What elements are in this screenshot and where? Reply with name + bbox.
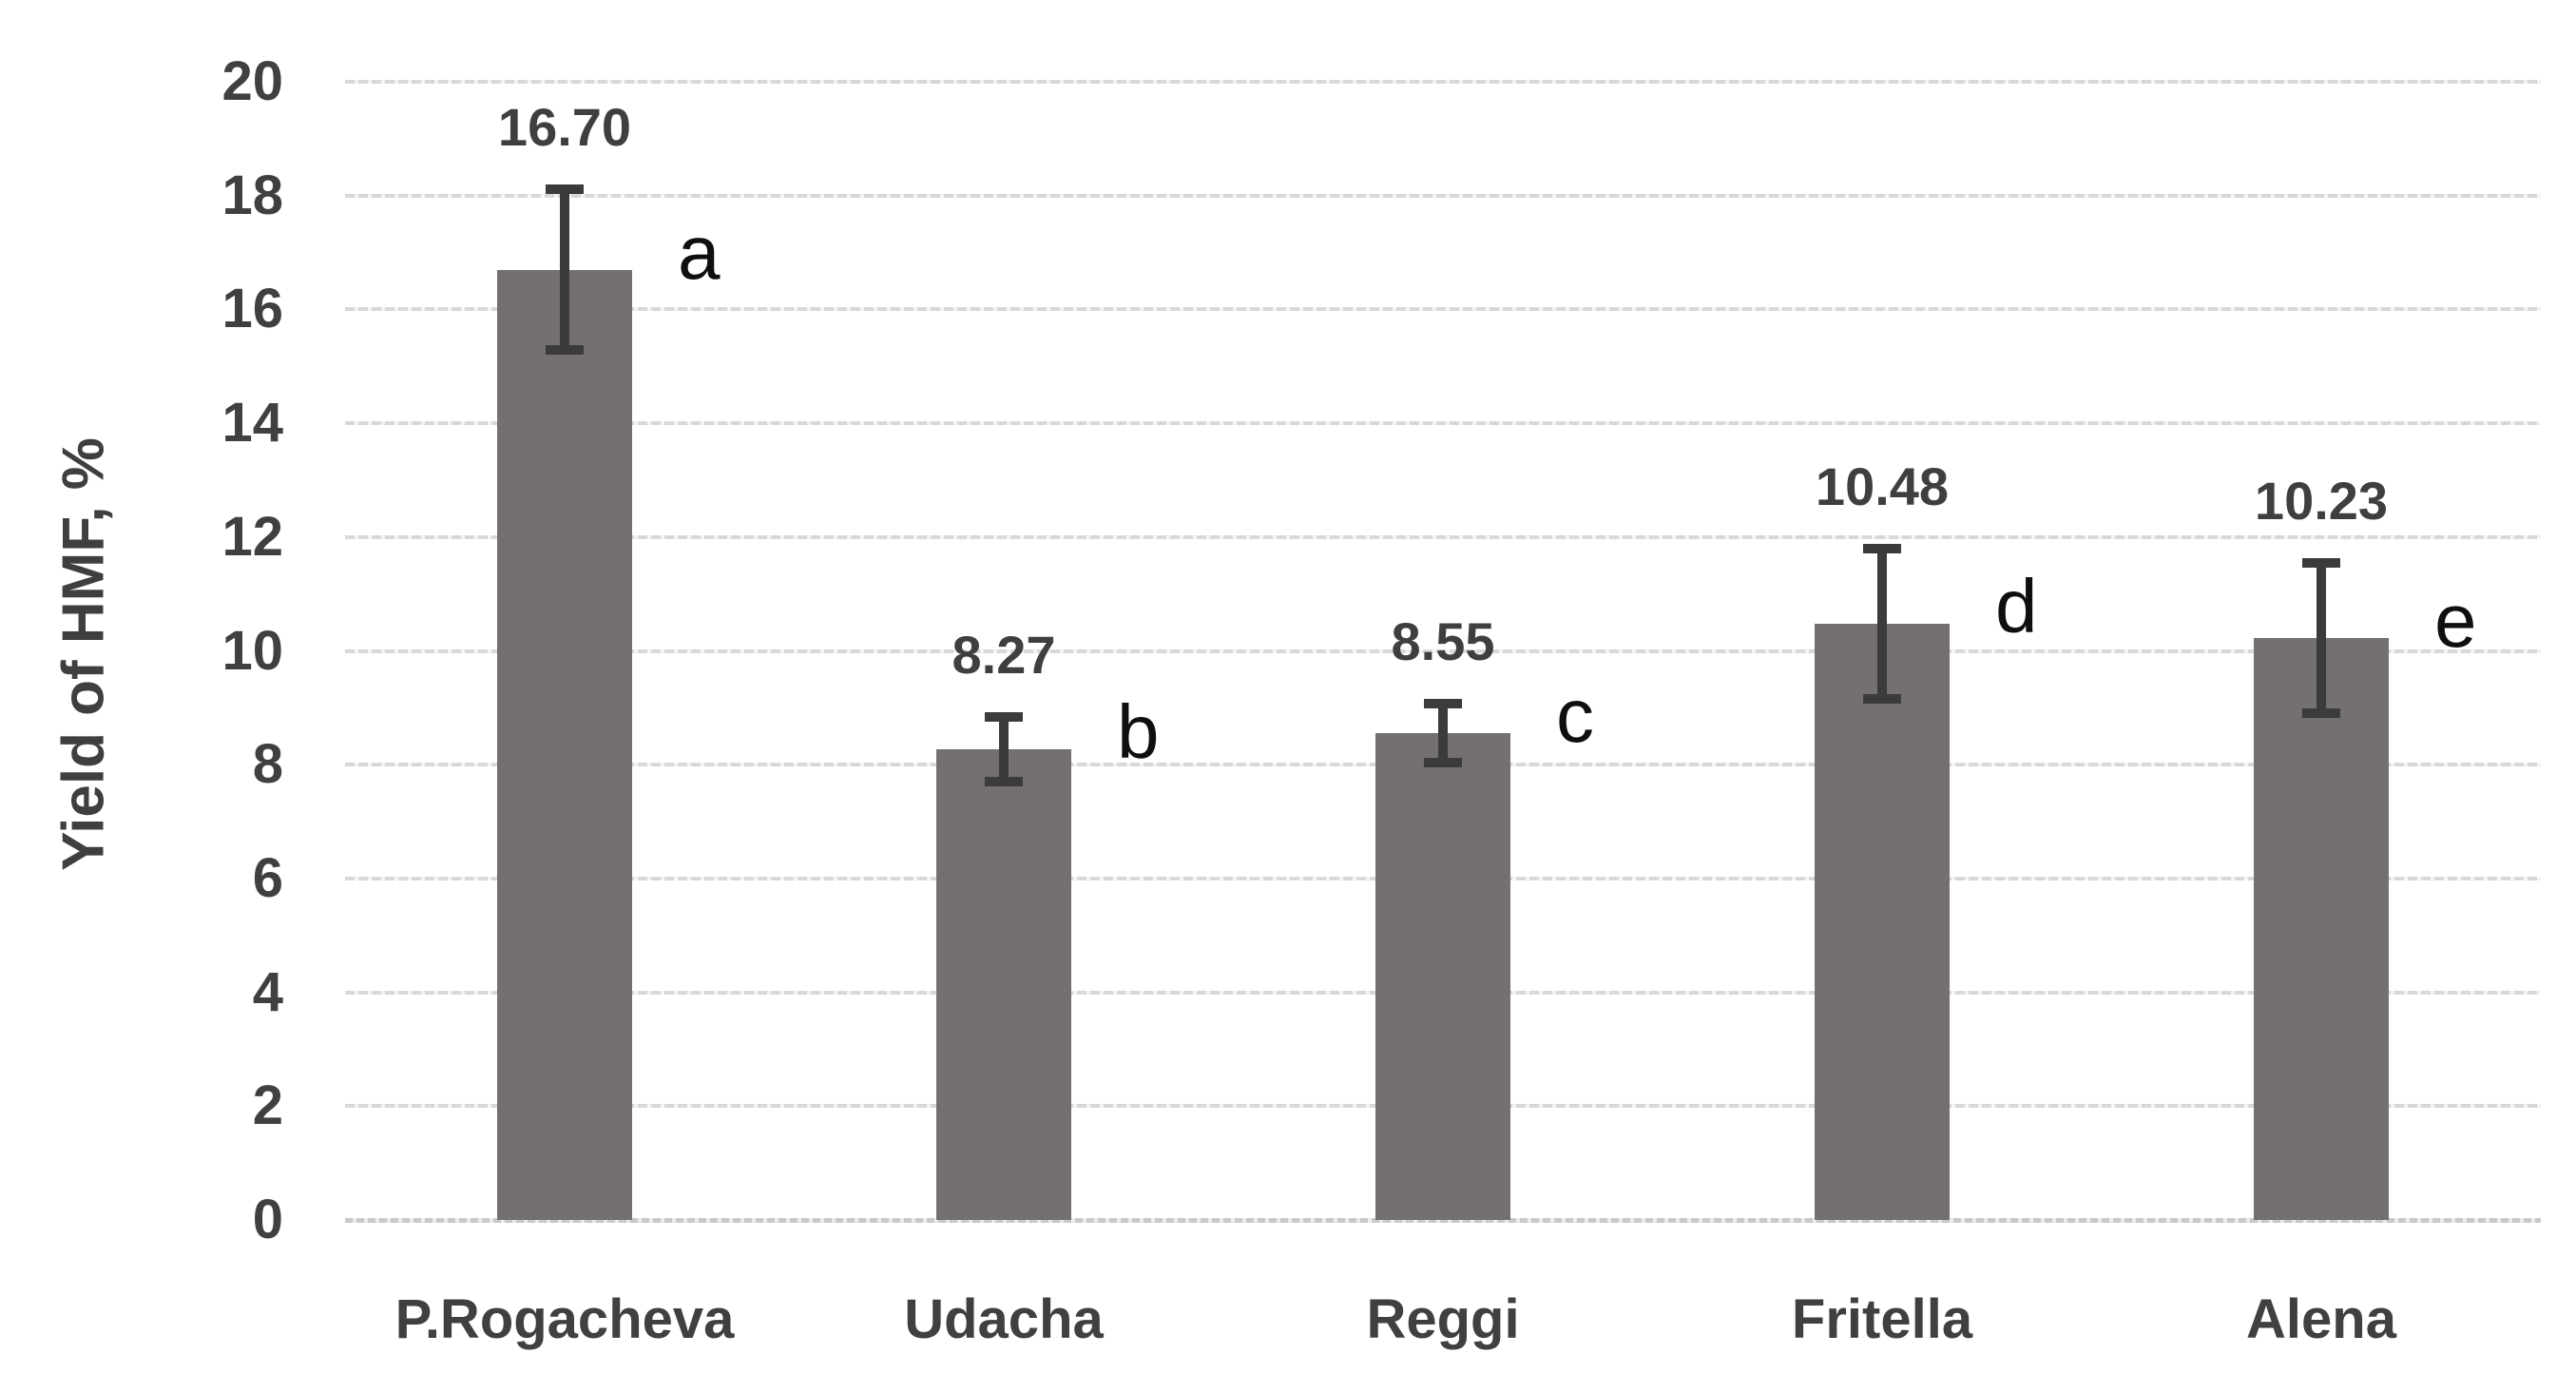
error-bar-cap-top	[1863, 543, 1901, 553]
y-tick-label: 16	[221, 278, 283, 340]
y-axis-title: Yield of HMF, %	[50, 437, 117, 871]
y-tick-label: 2	[252, 1074, 283, 1137]
y-tick-label: 20	[221, 50, 283, 112]
category-label: Reggi	[1366, 1288, 1520, 1350]
gridline	[345, 193, 2541, 198]
bar	[497, 269, 632, 1220]
gridline	[345, 648, 2541, 653]
bar-value-label: 16.70	[497, 96, 632, 157]
bar-value-label: 8.55	[1391, 611, 1495, 672]
y-tick-label: 18	[221, 164, 283, 226]
bar-value-label: 10.23	[2254, 470, 2389, 531]
bar	[1815, 623, 1950, 1220]
bar	[1375, 733, 1510, 1220]
bar-value-label: 10.48	[1815, 455, 1950, 516]
category-label: Fritella	[1791, 1288, 1973, 1350]
gridline	[345, 534, 2541, 539]
y-tick-label: 8	[252, 733, 283, 796]
y-tick-label: 10	[221, 619, 283, 682]
error-bar-cap-bottom	[546, 345, 584, 356]
error-bar-cap-bottom	[1424, 758, 1462, 768]
y-tick-label: 4	[252, 960, 283, 1023]
category-label: Alena	[2246, 1288, 2396, 1350]
error-bar-cap-top	[546, 184, 584, 194]
error-bar-stem	[2316, 557, 2326, 718]
error-bar-cap-bottom	[985, 776, 1023, 786]
y-tick-label: 0	[252, 1189, 283, 1250]
error-bar-cap-top	[2302, 557, 2340, 568]
gridline	[345, 80, 2541, 84]
y-tick-label: 14	[221, 392, 283, 455]
gridline	[345, 421, 2541, 426]
error-bar-cap-bottom	[2302, 707, 2340, 718]
error-bar-cap-top	[985, 712, 1023, 723]
gridline	[345, 307, 2541, 312]
error-bar-cap-top	[1424, 699, 1462, 709]
significance-letter: c	[1556, 673, 1594, 759]
y-tick-label: 12	[221, 505, 283, 568]
y-tick-label: 6	[252, 846, 283, 909]
bar	[2254, 637, 2389, 1220]
significance-letter: e	[2434, 577, 2477, 663]
significance-letter: a	[678, 209, 721, 295]
error-bar-stem	[560, 184, 569, 356]
significance-letter: b	[1117, 689, 1160, 775]
error-bar-cap-bottom	[1863, 693, 1901, 704]
bar-value-label: 8.27	[952, 625, 1056, 686]
x-axis-line	[345, 1218, 2541, 1223]
bar	[936, 749, 1071, 1220]
category-label: P.Rogacheva	[394, 1288, 735, 1350]
category-label: Udacha	[904, 1288, 1104, 1350]
error-bar-stem	[1438, 699, 1448, 768]
significance-letter: d	[1995, 563, 2038, 648]
error-bar-stem	[1877, 543, 1887, 704]
error-bar-stem	[999, 712, 1009, 786]
